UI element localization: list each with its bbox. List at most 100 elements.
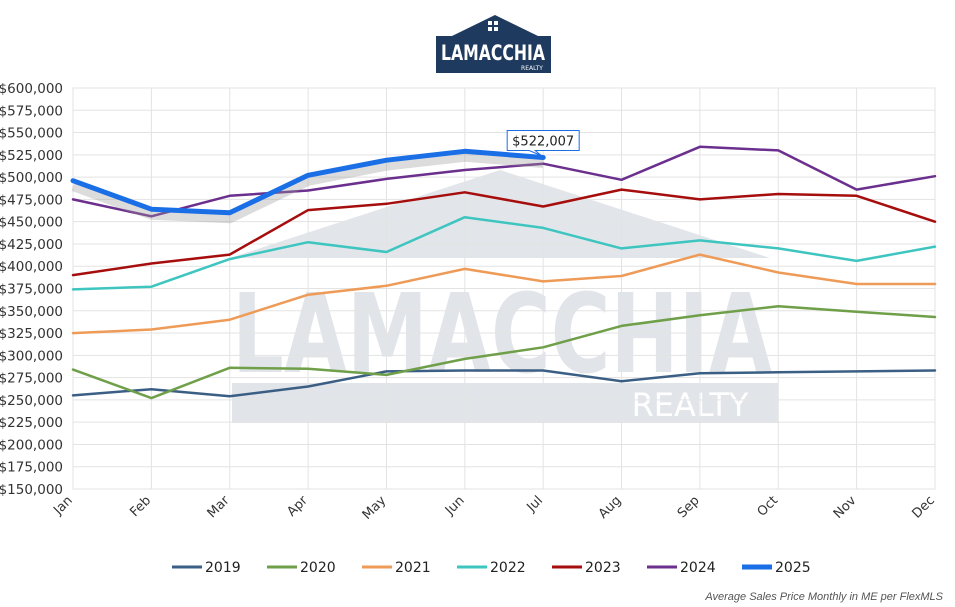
data-point-2019-Apr	[307, 385, 310, 388]
brand-logo: LAMACCHIA REALTY	[436, 15, 551, 73]
data-point-2023-Nov	[855, 194, 858, 197]
data-point-2019-Aug	[620, 380, 623, 383]
logo-name: LAMACCHIA	[441, 41, 545, 65]
series-2022	[71, 215, 937, 291]
x-tick-label: Oct	[755, 493, 782, 520]
data-point-2019-Jan	[72, 394, 75, 397]
data-point-2024-Jan	[72, 198, 75, 201]
data-point-2023-Jul	[542, 205, 545, 208]
data-point-2022-Jul	[542, 226, 545, 229]
x-tick-label: Sep	[675, 493, 703, 521]
series-line-2025	[70, 148, 546, 216]
data-point-2024-May	[385, 177, 388, 180]
data-point-2023-Dec	[934, 220, 937, 223]
data-point-2020-May	[385, 373, 388, 376]
data-point-2025-Mar	[228, 211, 231, 214]
series-2023	[71, 188, 937, 277]
legend-item-2025: 2025	[742, 560, 811, 576]
series-2025-shadow	[71, 152, 544, 224]
data-point-2025-Jul	[542, 156, 545, 159]
data-point-2024-Apr	[307, 189, 310, 192]
y-tick-label: $425,000	[0, 237, 63, 253]
series-line-2021	[71, 253, 937, 335]
data-point-2024-Nov	[855, 188, 858, 191]
data-point-2022-Feb	[150, 285, 153, 288]
y-tick-label: $525,000	[0, 148, 63, 164]
data-point-2024-Aug	[620, 178, 623, 181]
data-point-2023-Feb	[150, 262, 153, 265]
data-point-2021-Sep	[698, 253, 701, 256]
series-line-2020	[71, 305, 937, 400]
y-tick-label: $400,000	[0, 259, 63, 275]
data-point-2020-Oct	[777, 305, 780, 308]
y-tick-label: $200,000	[0, 437, 63, 453]
x-tick-label: Feb	[127, 493, 154, 520]
legend-label: 2023	[585, 560, 621, 576]
legend-label: 2019	[205, 560, 241, 576]
data-point-2019-Jun	[463, 369, 466, 372]
x-tick-label: Aug	[596, 493, 625, 522]
data-point-2023-Apr	[307, 209, 310, 212]
x-tick-label: Mar	[205, 493, 233, 521]
data-point-2025-Jun	[463, 150, 466, 153]
y-tick-label: $600,000	[0, 81, 63, 97]
data-point-2023-Jun	[463, 191, 466, 194]
data-point-2023-Mar	[228, 253, 231, 256]
x-tick-label: Apr	[284, 493, 311, 520]
data-point-2021-Mar	[228, 318, 231, 321]
watermark-sub: REALTY	[632, 386, 749, 424]
x-tick-label: Jun	[442, 493, 468, 519]
callout-label: $522,007	[512, 135, 574, 150]
y-tick-label: $275,000	[0, 371, 63, 387]
watermark-name: LAMACCHIA	[232, 270, 772, 398]
data-point-2020-Jan	[72, 368, 75, 371]
footnote: Average Sales Price Monthly in ME per Fl…	[704, 591, 943, 603]
legend-label: 2022	[490, 560, 526, 576]
legend-item-2020: 2020	[267, 560, 336, 576]
data-point-2022-Apr	[307, 241, 310, 244]
series-line-2023	[71, 188, 937, 277]
data-point-2020-Feb	[150, 397, 153, 400]
data-point-2021-Oct	[777, 271, 780, 274]
data-point-2020-Dec	[934, 316, 937, 319]
y-tick-label: $450,000	[0, 215, 63, 231]
data-point-2019-Dec	[934, 369, 937, 372]
data-point-2023-Sep	[698, 198, 701, 201]
data-point-2022-Jan	[72, 288, 75, 291]
data-point-2021-May	[385, 284, 388, 287]
data-point-2025-Jan	[72, 179, 75, 182]
data-point-2025-Feb	[150, 208, 153, 211]
y-tick-label: $300,000	[0, 348, 63, 364]
data-point-2022-Sep	[698, 239, 701, 242]
series-2024	[71, 145, 937, 218]
data-point-2020-Jul	[542, 346, 545, 349]
y-tick-label: $350,000	[0, 304, 63, 320]
data-point-2023-Jan	[72, 274, 75, 277]
watermark: LAMACCHIA REALTY	[230, 170, 778, 424]
y-tick-label: $575,000	[0, 103, 63, 119]
data-point-2025-May	[385, 159, 388, 162]
series-2025	[70, 148, 546, 224]
data-point-2020-Sep	[698, 314, 701, 317]
data-point-2024-Jun	[463, 168, 466, 171]
data-point-2022-Mar	[228, 258, 231, 261]
legend-label: 2021	[395, 560, 431, 576]
legend-label: 2025	[775, 560, 811, 576]
data-point-2021-Apr	[307, 293, 310, 296]
data-point-2019-May	[385, 370, 388, 373]
data-point-2022-Aug	[620, 247, 623, 250]
data-point-2020-Nov	[855, 310, 858, 313]
data-point-2021-Feb	[150, 328, 153, 331]
data-point-2019-Mar	[228, 395, 231, 398]
data-point-2021-Jun	[463, 267, 466, 270]
x-tick-label: May	[360, 493, 390, 523]
y-tick-label: $175,000	[0, 460, 63, 476]
y-tick-label: $500,000	[0, 170, 63, 186]
data-point-2022-Jun	[463, 216, 466, 219]
data-point-2019-Oct	[777, 371, 780, 374]
data-point-2024-Sep	[698, 145, 701, 148]
data-point-2020-Mar	[228, 366, 231, 369]
series-line-2019	[71, 369, 937, 398]
y-tick-label: $250,000	[0, 393, 63, 409]
